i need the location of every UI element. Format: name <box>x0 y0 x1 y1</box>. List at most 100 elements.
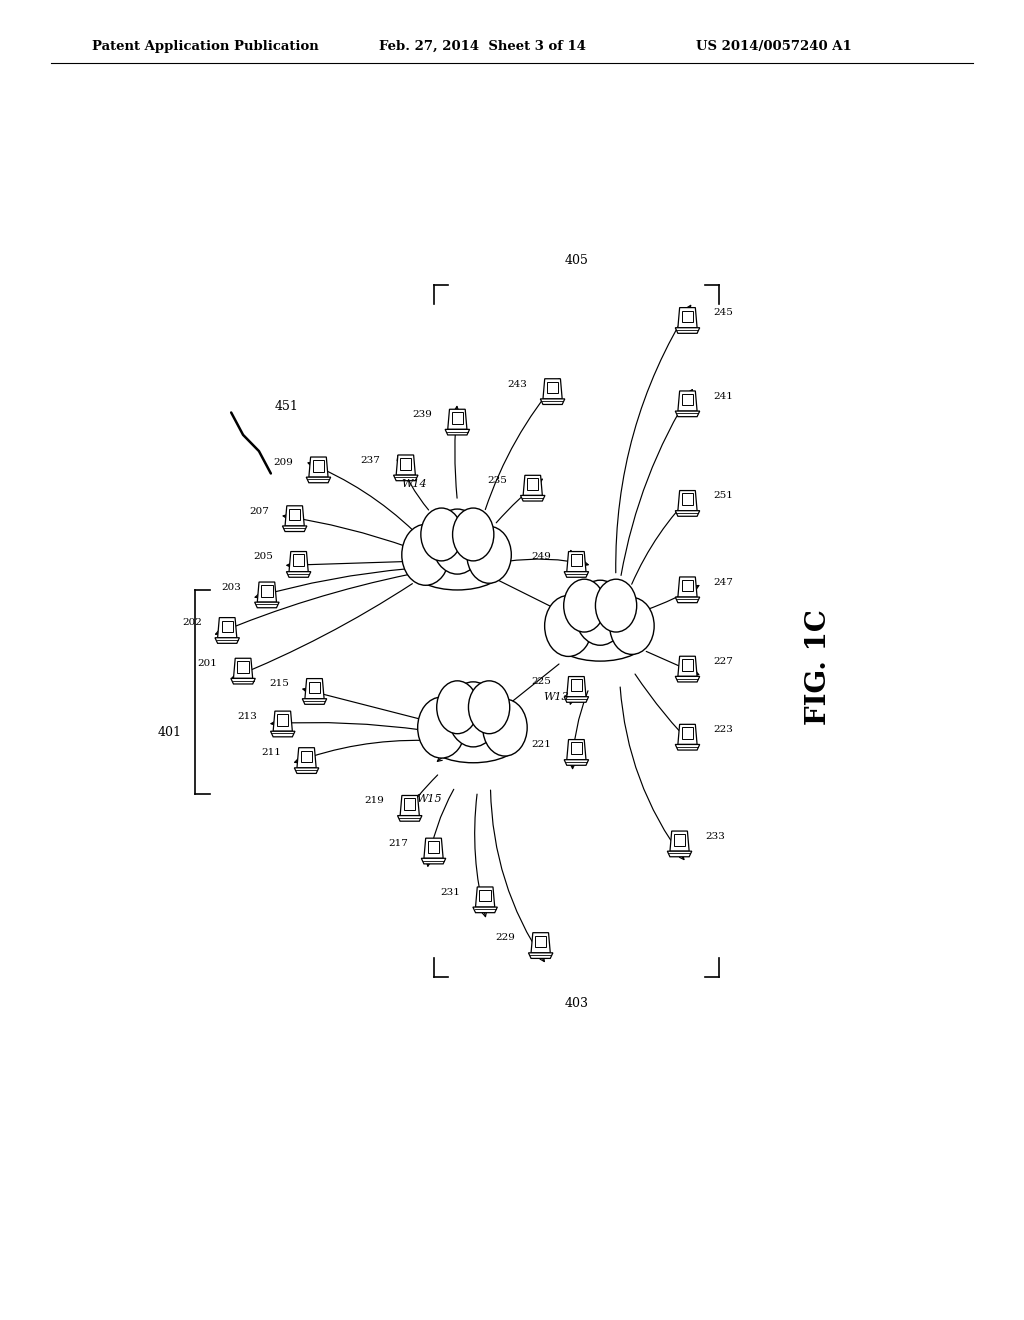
Text: 401: 401 <box>158 726 182 739</box>
Ellipse shape <box>545 595 592 656</box>
Text: 221: 221 <box>531 741 551 750</box>
Bar <box>682 494 693 506</box>
Polygon shape <box>675 411 699 417</box>
Polygon shape <box>400 796 420 816</box>
Ellipse shape <box>453 508 494 561</box>
Ellipse shape <box>482 700 527 756</box>
Polygon shape <box>678 656 697 676</box>
Text: 207: 207 <box>250 507 269 516</box>
Text: 217: 217 <box>388 840 409 847</box>
Polygon shape <box>230 678 255 684</box>
Text: 231: 231 <box>440 888 460 896</box>
Polygon shape <box>475 887 495 907</box>
Polygon shape <box>675 327 699 334</box>
Polygon shape <box>255 602 280 607</box>
Text: 209: 209 <box>273 458 293 467</box>
Polygon shape <box>233 659 253 678</box>
Text: Patent Application Publication: Patent Application Publication <box>92 40 318 53</box>
Ellipse shape <box>418 697 465 758</box>
Bar <box>293 554 304 566</box>
Polygon shape <box>566 739 586 760</box>
Polygon shape <box>294 768 318 774</box>
Bar <box>682 659 693 671</box>
Polygon shape <box>543 379 562 399</box>
Bar <box>221 620 232 632</box>
Polygon shape <box>678 391 697 411</box>
Text: 241: 241 <box>713 392 733 401</box>
Ellipse shape <box>427 719 519 763</box>
Bar <box>400 458 412 470</box>
Text: 202: 202 <box>182 618 202 627</box>
Bar <box>289 508 300 520</box>
Polygon shape <box>217 618 237 638</box>
Text: 213: 213 <box>238 711 257 721</box>
Polygon shape <box>520 495 545 502</box>
Text: 229: 229 <box>496 933 515 942</box>
Polygon shape <box>564 572 589 577</box>
Ellipse shape <box>563 579 605 632</box>
Bar <box>479 890 490 902</box>
Text: 223: 223 <box>713 725 733 734</box>
Polygon shape <box>675 744 699 750</box>
Bar <box>452 412 463 424</box>
Polygon shape <box>305 678 325 698</box>
Bar <box>261 585 272 597</box>
Bar <box>682 310 693 322</box>
Text: FIG. 1C: FIG. 1C <box>805 609 831 725</box>
Ellipse shape <box>595 579 637 632</box>
Text: 405: 405 <box>564 255 589 267</box>
Polygon shape <box>473 907 498 912</box>
Bar <box>309 681 321 693</box>
Polygon shape <box>273 711 293 731</box>
Text: 225: 225 <box>531 677 551 686</box>
Text: 203: 203 <box>221 583 242 591</box>
Polygon shape <box>523 475 543 495</box>
Polygon shape <box>670 832 689 851</box>
Text: 251: 251 <box>713 491 733 500</box>
Bar <box>547 381 558 393</box>
Bar <box>570 554 582 566</box>
Text: 235: 235 <box>487 477 507 484</box>
Polygon shape <box>541 399 565 404</box>
Bar <box>238 661 249 673</box>
Text: 219: 219 <box>365 796 384 805</box>
Polygon shape <box>306 477 331 483</box>
Polygon shape <box>564 760 589 766</box>
Ellipse shape <box>609 598 654 655</box>
Polygon shape <box>566 552 586 572</box>
Ellipse shape <box>554 618 646 661</box>
Polygon shape <box>287 572 311 577</box>
Bar <box>570 742 582 754</box>
Bar <box>527 478 539 490</box>
Polygon shape <box>424 838 443 858</box>
Ellipse shape <box>436 681 478 734</box>
Text: 249: 249 <box>531 552 551 561</box>
Text: 403: 403 <box>564 997 589 1010</box>
Bar <box>682 393 693 405</box>
Ellipse shape <box>574 581 626 645</box>
Polygon shape <box>445 429 470 436</box>
Polygon shape <box>393 475 418 480</box>
Bar <box>682 579 693 591</box>
Polygon shape <box>397 816 422 821</box>
Text: US 2014/0057240 A1: US 2014/0057240 A1 <box>696 40 852 53</box>
Polygon shape <box>668 851 692 857</box>
Polygon shape <box>678 308 697 327</box>
Text: 233: 233 <box>705 832 725 841</box>
Bar <box>301 751 312 762</box>
Polygon shape <box>447 409 467 429</box>
Bar <box>404 799 416 810</box>
Text: 243: 243 <box>507 380 527 388</box>
Bar <box>428 841 439 853</box>
Polygon shape <box>675 597 699 603</box>
Bar <box>682 727 693 739</box>
Text: 451: 451 <box>274 400 299 412</box>
Polygon shape <box>215 638 240 643</box>
Polygon shape <box>528 953 553 958</box>
Bar <box>570 680 582 692</box>
Polygon shape <box>297 747 316 768</box>
Text: Feb. 27, 2014  Sheet 3 of 14: Feb. 27, 2014 Sheet 3 of 14 <box>379 40 586 53</box>
Polygon shape <box>531 933 550 953</box>
Polygon shape <box>396 455 416 475</box>
Text: 247: 247 <box>713 578 733 586</box>
